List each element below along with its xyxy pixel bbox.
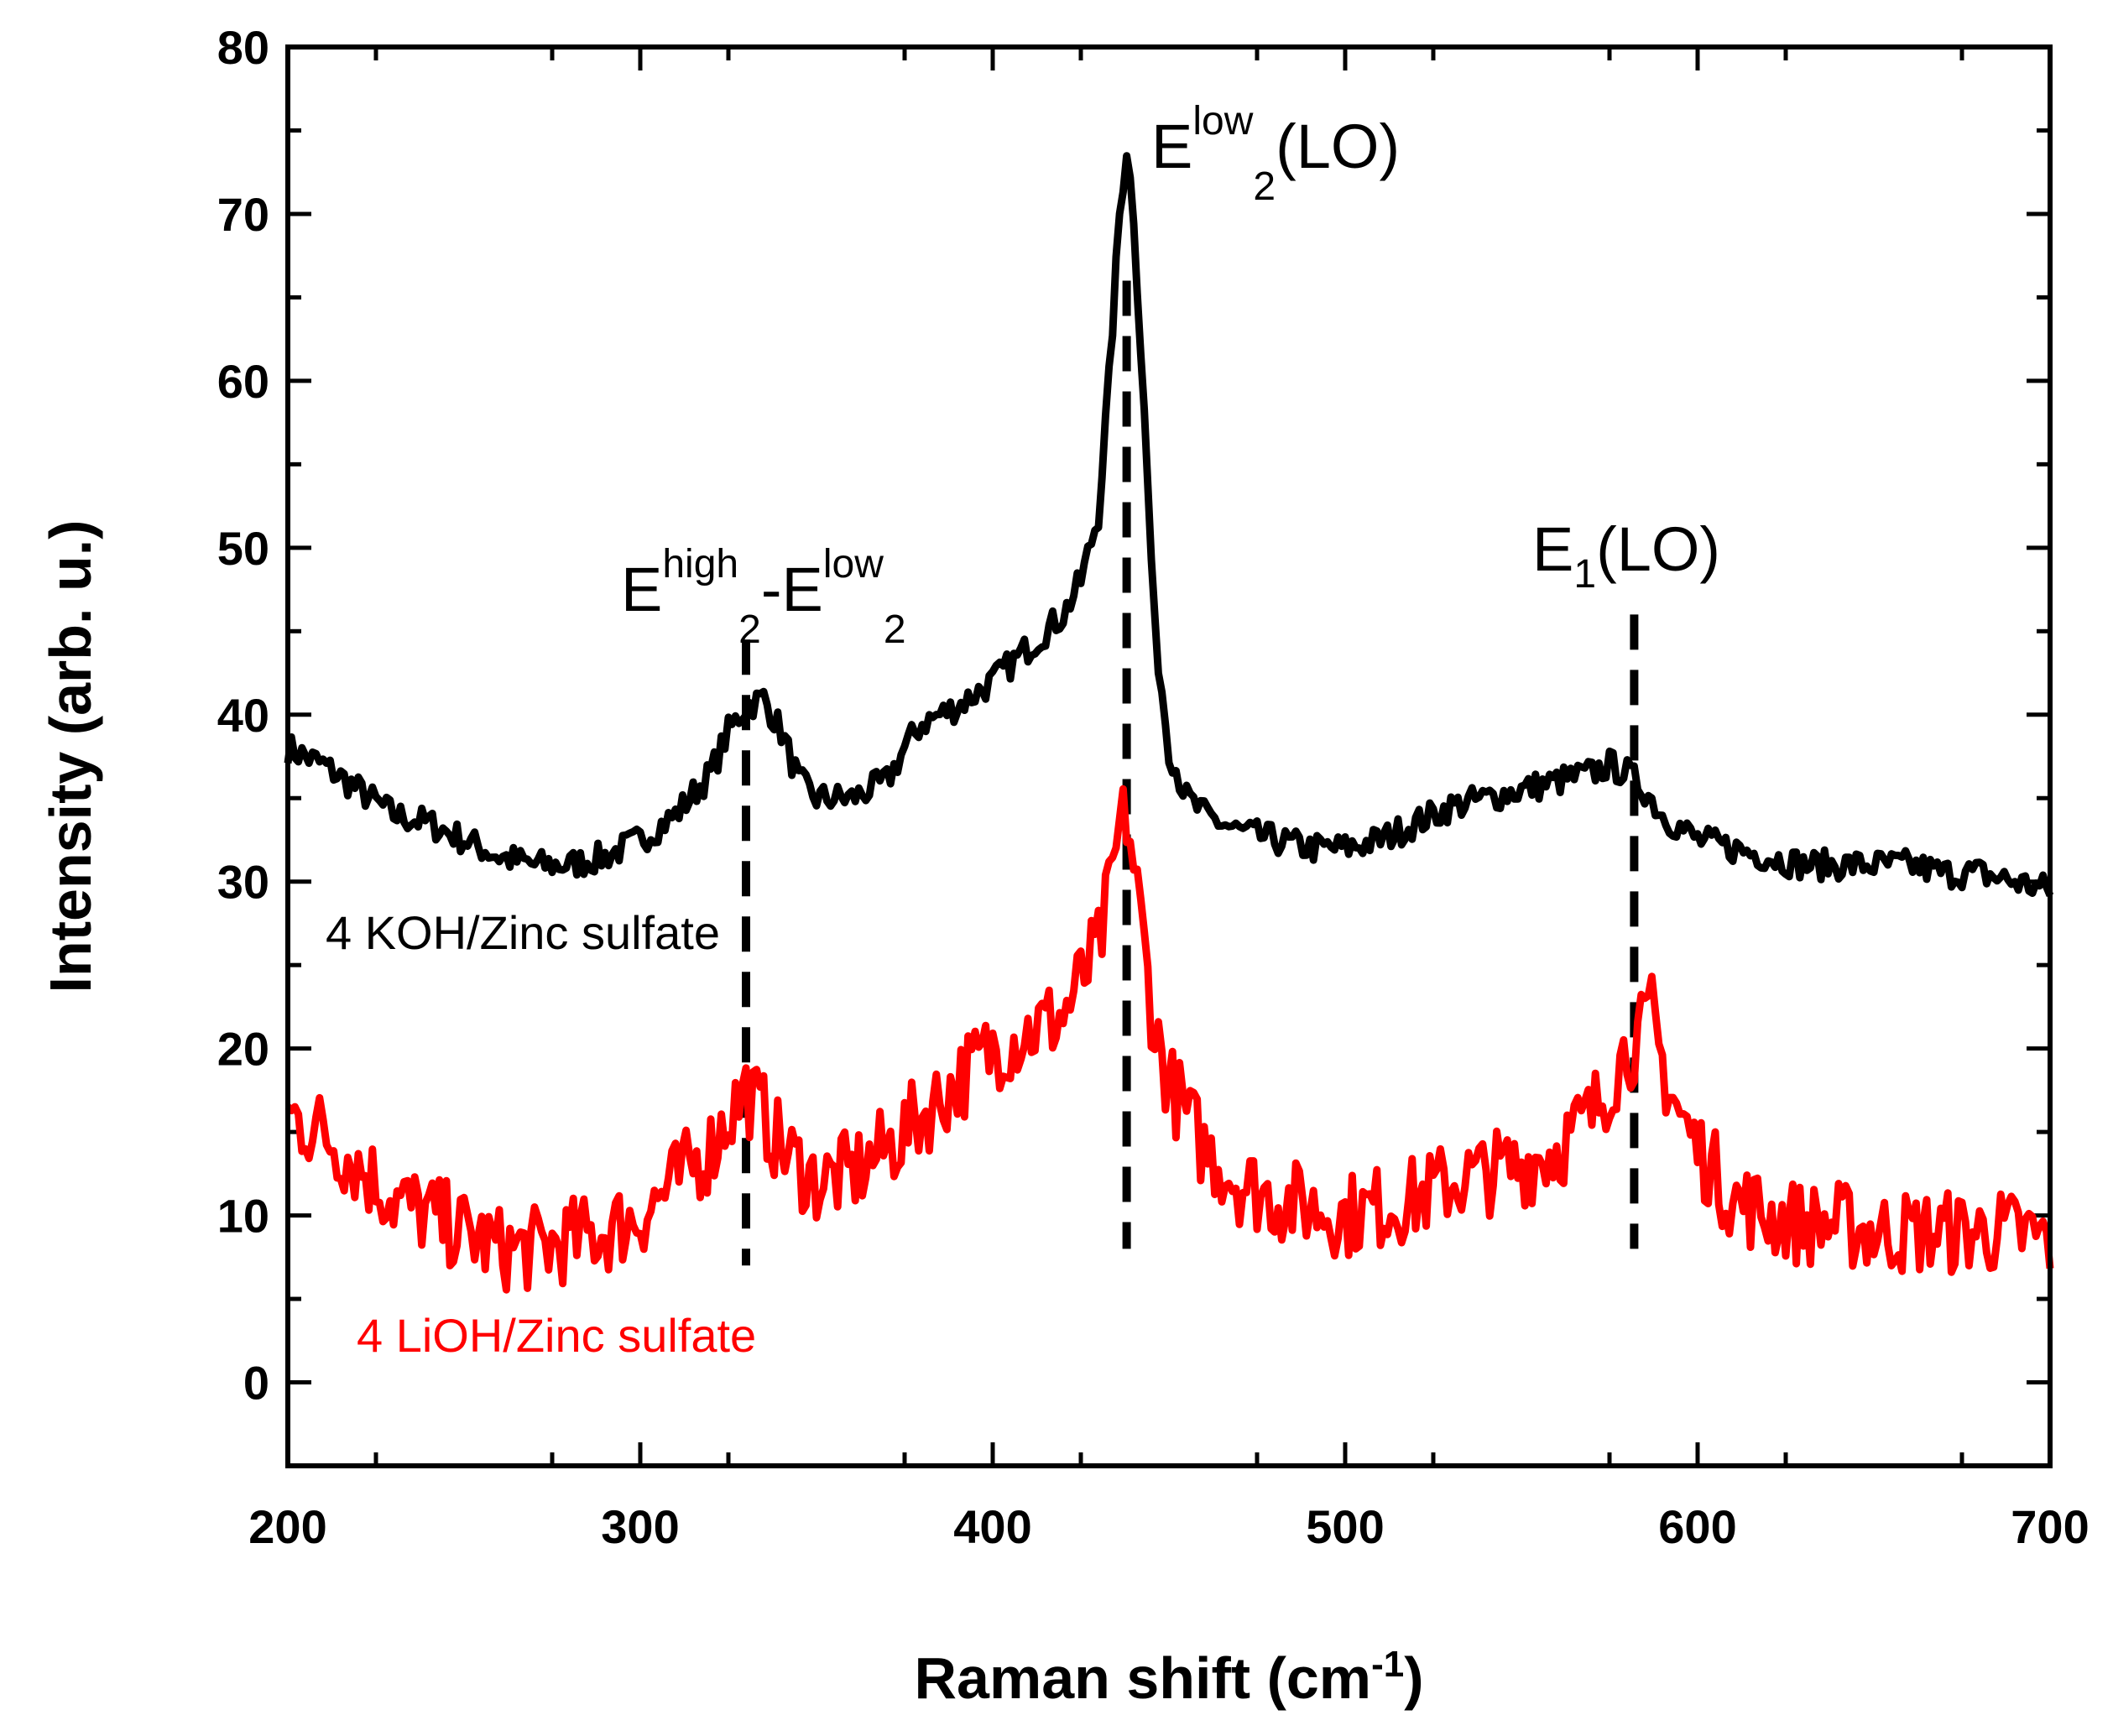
y-tick-label: 20 <box>217 1023 269 1076</box>
y-tick-label: 50 <box>217 522 269 575</box>
y-tick-label: 60 <box>217 355 269 408</box>
y-tick-label: 0 <box>243 1357 269 1410</box>
annotation-e2low-lo: Elow2(LO) <box>1151 99 1400 209</box>
ann1-sup2: low <box>823 542 884 586</box>
ann3-tail: (LO) <box>1596 514 1720 584</box>
ann3-base: E <box>1532 514 1573 584</box>
ann1-sup1: high <box>662 542 738 586</box>
y-tick-label: 40 <box>217 689 269 742</box>
x-tick-label: 200 <box>248 1500 326 1553</box>
series-label-koh: 4 KOH/Zinc sulfate <box>326 906 720 959</box>
ann2-sub: 2 <box>1253 164 1276 209</box>
x-axis-title: Raman shift (cm-1) <box>915 1644 1424 1711</box>
x-tick-label: 700 <box>2011 1500 2089 1553</box>
y-tick-label: 10 <box>217 1190 269 1243</box>
x-tick-label: 500 <box>1306 1500 1384 1553</box>
tick-labels: 200 300 400 500 600 700 0 10 20 30 40 50 60 70 80 <box>217 21 2090 1553</box>
ann1-dash: - <box>761 555 782 624</box>
x-tick-label: 400 <box>953 1500 1031 1553</box>
series-label-lioh: 4 LiOH/Zinc sulfate <box>357 1309 756 1362</box>
ann1-sub2: 2 <box>884 607 906 652</box>
series-line-lioh <box>284 785 2054 1294</box>
ann3-sub: 1 <box>1573 552 1596 597</box>
annotation-e2high-e2low: Ehigh2-Elow2 <box>621 542 906 652</box>
peak-guide-lines <box>742 280 1639 1266</box>
series-lines <box>284 152 2054 1294</box>
ann1-sub1: 2 <box>738 607 761 652</box>
x-tick-label: 600 <box>1658 1500 1736 1553</box>
x-axis-title-end: ) <box>1404 1645 1423 1711</box>
ann2-base: E <box>1151 112 1192 181</box>
y-tick-label: 70 <box>217 188 269 241</box>
plot-frame <box>285 44 2053 1468</box>
x-axis-title-sup: -1 <box>1371 1644 1404 1685</box>
x-axis-title-main: Raman shift (cm <box>915 1645 1372 1711</box>
annotation-e1-lo: E1(LO) <box>1532 514 1720 597</box>
ann2-tail: (LO) <box>1276 112 1400 181</box>
y-tick-label: 30 <box>217 856 269 909</box>
y-tick-label: 80 <box>217 21 269 74</box>
x-tick-label: 300 <box>601 1500 679 1553</box>
ann2-sup: low <box>1192 99 1253 143</box>
ann1-base1: E <box>621 555 662 624</box>
series-line-koh <box>284 152 2054 897</box>
ann1-base2: E <box>781 555 822 624</box>
y-axis-title: Intensity (arb. u.) <box>38 520 103 993</box>
